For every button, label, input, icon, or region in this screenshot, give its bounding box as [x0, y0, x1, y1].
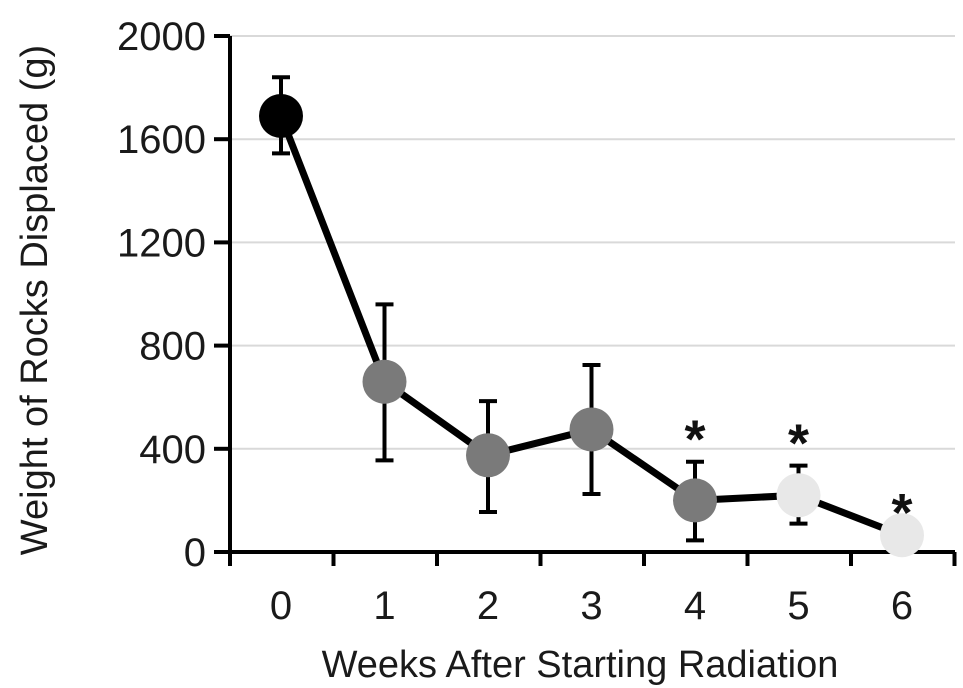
gridlines	[230, 35, 955, 450]
y-tick-label: 800	[139, 325, 206, 369]
data-point	[569, 407, 614, 452]
x-tick-label: 6	[891, 584, 913, 628]
axes	[214, 34, 957, 566]
x-tick-label: 3	[580, 584, 602, 628]
y-tick-label: 0	[184, 531, 206, 575]
data-points	[259, 93, 924, 558]
x-axis-title: Weeks After Starting Radiation	[322, 644, 839, 686]
data-point	[776, 473, 821, 518]
error-bars	[272, 75, 808, 543]
x-tick-label: 2	[477, 584, 499, 628]
y-tick-labels: 0 400 800 1200 1600 2000	[117, 15, 206, 575]
y-axis-title: Weight of Rocks Displaced (g)	[14, 45, 56, 555]
y-tick-label: 400	[139, 428, 206, 472]
data-point	[362, 359, 407, 404]
significance-markers: * * *	[684, 410, 912, 544]
significance-star: *	[891, 483, 912, 543]
significance-star: *	[788, 414, 809, 474]
x-tick-label: 0	[270, 584, 292, 628]
data-point	[259, 93, 303, 138]
y-tick-label: 2000	[117, 15, 206, 59]
y-tick-label: 1600	[117, 118, 206, 162]
data-point	[880, 513, 924, 558]
data-point	[466, 433, 510, 478]
y-tick-label: 1200	[117, 221, 206, 265]
data-point	[673, 478, 717, 523]
x-tick-label: 4	[684, 584, 706, 628]
significance-star: *	[684, 410, 705, 470]
x-tick-label: 5	[787, 584, 809, 628]
x-tick-label: 1	[373, 584, 395, 628]
x-tick-labels: 0 1 2 3 4 5 6	[270, 584, 913, 628]
